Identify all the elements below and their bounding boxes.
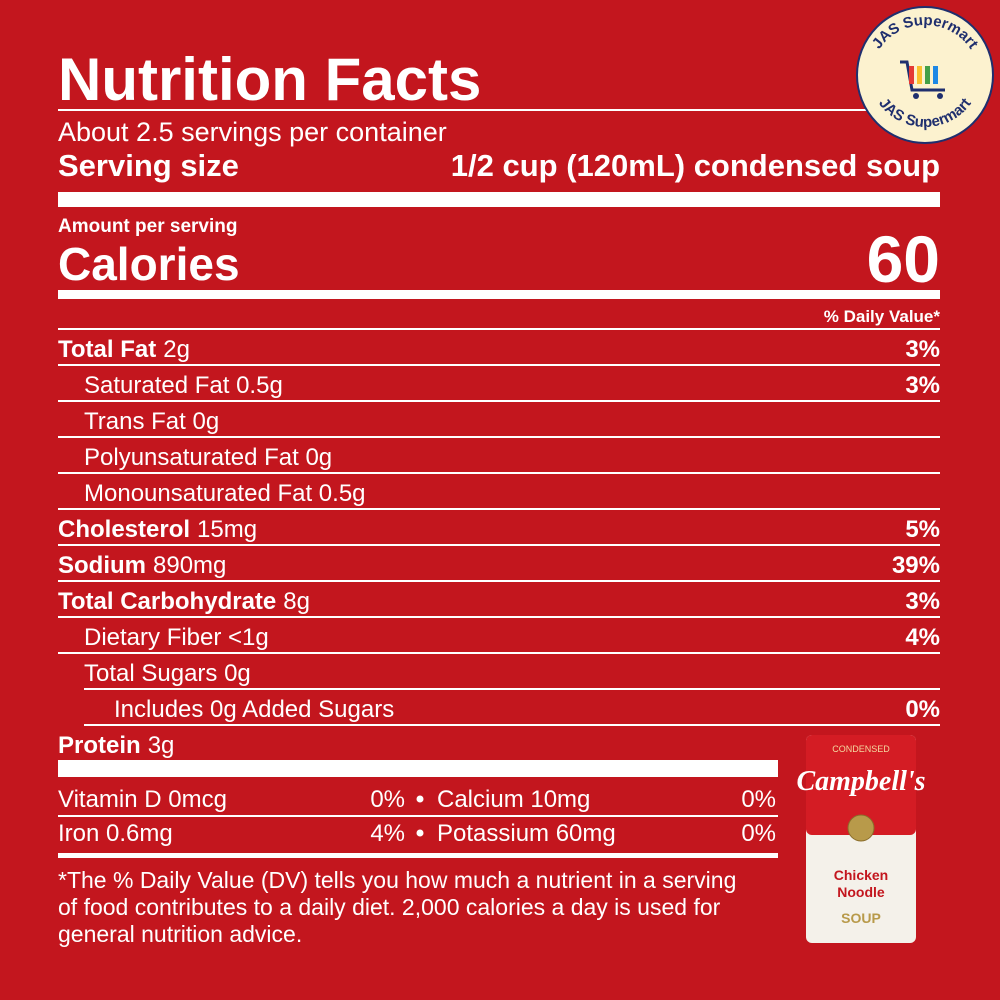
can-kind: SOUP — [841, 910, 881, 926]
calories-value: 60 — [867, 222, 940, 296]
footnote: general nutrition advice. — [58, 921, 302, 947]
can-brand: Campbell's — [796, 766, 925, 797]
nutrient: Total Sugars 0g — [84, 660, 251, 687]
serving-size-value: 1/2 cup (120mL) condensed soup — [451, 148, 940, 183]
vitamin-dv: 4% — [370, 820, 405, 847]
cart-wheel — [937, 93, 943, 99]
amount-per-serving: Amount per serving — [58, 216, 237, 237]
title: Nutrition Facts — [58, 46, 481, 113]
rule — [58, 853, 778, 858]
nutrient: Dietary Fiber <1g — [84, 624, 269, 651]
servings: About 2.5 servings per container — [58, 117, 447, 147]
nutrient-name: Polyunsaturated Fat 0g — [84, 444, 332, 471]
nutrient-name: Total Carbohydrate — [58, 588, 276, 615]
can-top — [806, 735, 916, 835]
nutrient: Polyunsaturated Fat 0g — [84, 444, 332, 471]
cart-bar — [925, 66, 930, 84]
nutrient: Monounsaturated Fat 0.5g — [84, 480, 366, 507]
cart-bar — [909, 66, 914, 84]
nutrient: Saturated Fat 0.5g — [84, 372, 283, 399]
vitamin-name: Potassium 60mg — [437, 820, 616, 847]
cart-bar — [933, 66, 938, 84]
nutrient-name: Cholesterol — [58, 516, 190, 543]
nutrient-name: Dietary Fiber <1g — [84, 624, 269, 651]
can-flavor: Chicken — [834, 867, 888, 883]
bullet — [416, 829, 424, 837]
nutrient-dv: 4% — [905, 624, 940, 651]
nutrient-amount: 3g — [148, 732, 175, 759]
can-condensed: CONDENSED — [832, 744, 890, 754]
nutrient-name: Trans Fat 0g — [84, 408, 219, 435]
nutrient-amount: 2g — [163, 336, 190, 363]
vitamin-name: Iron 0.6mg — [58, 820, 173, 847]
nutrient-name: Protein — [58, 732, 141, 759]
nutrient: Protein 3g — [58, 732, 174, 759]
nutrient: Cholesterol 15mg — [58, 516, 257, 543]
vitamin-name: Vitamin D 0mcg — [58, 786, 227, 813]
thick-bar — [58, 192, 940, 207]
nutrient-amount: 890mg — [153, 552, 226, 579]
nutrient-dv: 3% — [905, 372, 940, 399]
soup-can: CONDENSED Campbell's Chicken Noodle SOUP — [796, 735, 926, 943]
nutrient: Sodium 890mg — [58, 552, 226, 579]
dv-header: % Daily Value* — [824, 307, 941, 326]
nutrient-name: Saturated Fat 0.5g — [84, 372, 283, 399]
nutrient-dv: 5% — [905, 516, 940, 543]
nutrient: Total Carbohydrate 8g — [58, 588, 310, 615]
thick-bar — [58, 760, 778, 777]
logo: JAS Supermart JAS Supermart — [856, 6, 994, 144]
nutrient-amount: 8g — [283, 588, 310, 615]
vitamin-dv: 0% — [741, 820, 776, 847]
nutrient: Total Fat 2g — [58, 336, 190, 363]
calories-label: Calories — [58, 238, 240, 290]
bullet — [416, 795, 424, 803]
thick-bar — [58, 290, 940, 299]
nutrient-name: Sodium — [58, 552, 146, 579]
nutrient-dv: 39% — [892, 552, 940, 579]
serving-size-label: Serving size — [58, 148, 239, 183]
nutrient-name: Total Fat — [58, 336, 156, 363]
nutrient-name: Total Sugars 0g — [84, 660, 251, 687]
can-medal — [847, 814, 875, 842]
nutrient-amount: 15mg — [197, 516, 257, 543]
cart-bar — [917, 66, 922, 84]
nutrient-dv: 0% — [905, 696, 940, 723]
vitamin-name: Calcium 10mg — [437, 786, 590, 813]
cart-wheel — [913, 93, 919, 99]
nutrient-dv: 3% — [905, 336, 940, 363]
footnote: of food contributes to a daily diet. 2,0… — [58, 894, 721, 920]
can-flavor: Noodle — [837, 884, 885, 900]
vitamin-dv: 0% — [370, 786, 405, 813]
nutrient: Includes 0g Added Sugars — [114, 696, 394, 723]
footnote: *The % Daily Value (DV) tells you how mu… — [58, 867, 736, 893]
nutrient: Trans Fat 0g — [84, 408, 219, 435]
nutrient-dv: 3% — [905, 588, 940, 615]
nutrient-name: Monounsaturated Fat 0.5g — [84, 480, 366, 507]
vitamin-dv: 0% — [741, 786, 776, 813]
nutrient-name: Includes 0g Added Sugars — [114, 696, 394, 723]
